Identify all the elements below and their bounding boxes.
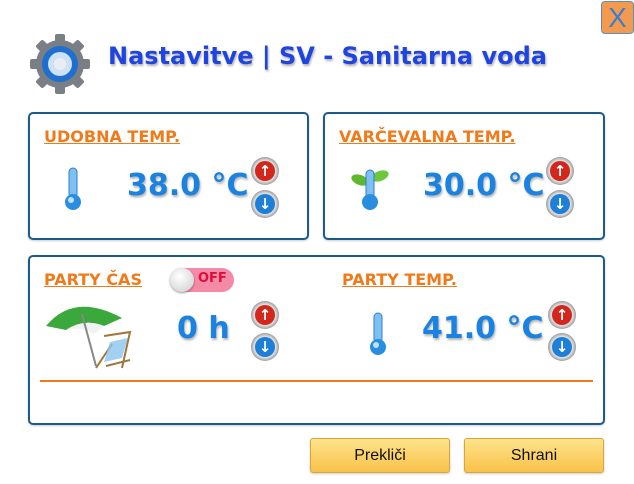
party-temp-decrease-button[interactable]: ↓	[548, 333, 576, 361]
party-temp-label: PARTY TEMP.	[342, 270, 457, 289]
thermometer-icon	[370, 312, 386, 355]
gear-icon	[30, 34, 90, 94]
eco-thermometer-icon	[351, 169, 389, 210]
arrow-up-icon: ↑	[255, 161, 275, 181]
arrow-up-icon: ↑	[550, 161, 570, 181]
save-button[interactable]: Shrani	[464, 438, 604, 473]
thermometer-icon	[65, 167, 81, 210]
page-title: Nastavitve | SV - Sanitarna voda	[108, 42, 547, 70]
arrow-down-icon: ↓	[550, 194, 570, 214]
comfort-increase-button[interactable]: ↑	[251, 157, 279, 185]
party-time-label: PARTY ČAS	[44, 270, 142, 289]
party-temp-value: 41.0 °C	[422, 311, 544, 346]
cancel-button[interactable]: Prekliči	[310, 438, 450, 473]
party-temp-increase-button[interactable]: ↑	[548, 301, 576, 329]
toggle-knob	[170, 268, 194, 292]
eco-temp-label: VARČEVALNA TEMP.	[339, 127, 516, 146]
close-button[interactable]: X	[601, 1, 634, 34]
comfort-temp-value: 38.0 °C	[127, 168, 249, 203]
arrow-down-icon: ↓	[552, 337, 572, 357]
party-time-increase-button[interactable]: ↑	[251, 301, 279, 329]
comfort-temp-label: UDOBNA TEMP.	[44, 127, 181, 146]
party-time-value: 0 h	[177, 311, 230, 346]
eco-temp-value: 30.0 °C	[423, 168, 545, 203]
eco-decrease-button[interactable]: ↓	[546, 190, 574, 218]
arrow-up-icon: ↑	[255, 305, 275, 325]
divider	[40, 380, 593, 382]
arrow-up-icon: ↑	[552, 305, 572, 325]
eco-increase-button[interactable]: ↑	[546, 157, 574, 185]
toggle-state: OFF	[198, 271, 227, 286]
party-toggle[interactable]: OFF	[170, 268, 234, 292]
arrow-down-icon: ↓	[255, 337, 275, 357]
party-time-decrease-button[interactable]: ↓	[251, 333, 279, 361]
arrow-down-icon: ↓	[255, 194, 275, 214]
beach-umbrella-icon	[46, 306, 132, 369]
comfort-decrease-button[interactable]: ↓	[251, 190, 279, 218]
